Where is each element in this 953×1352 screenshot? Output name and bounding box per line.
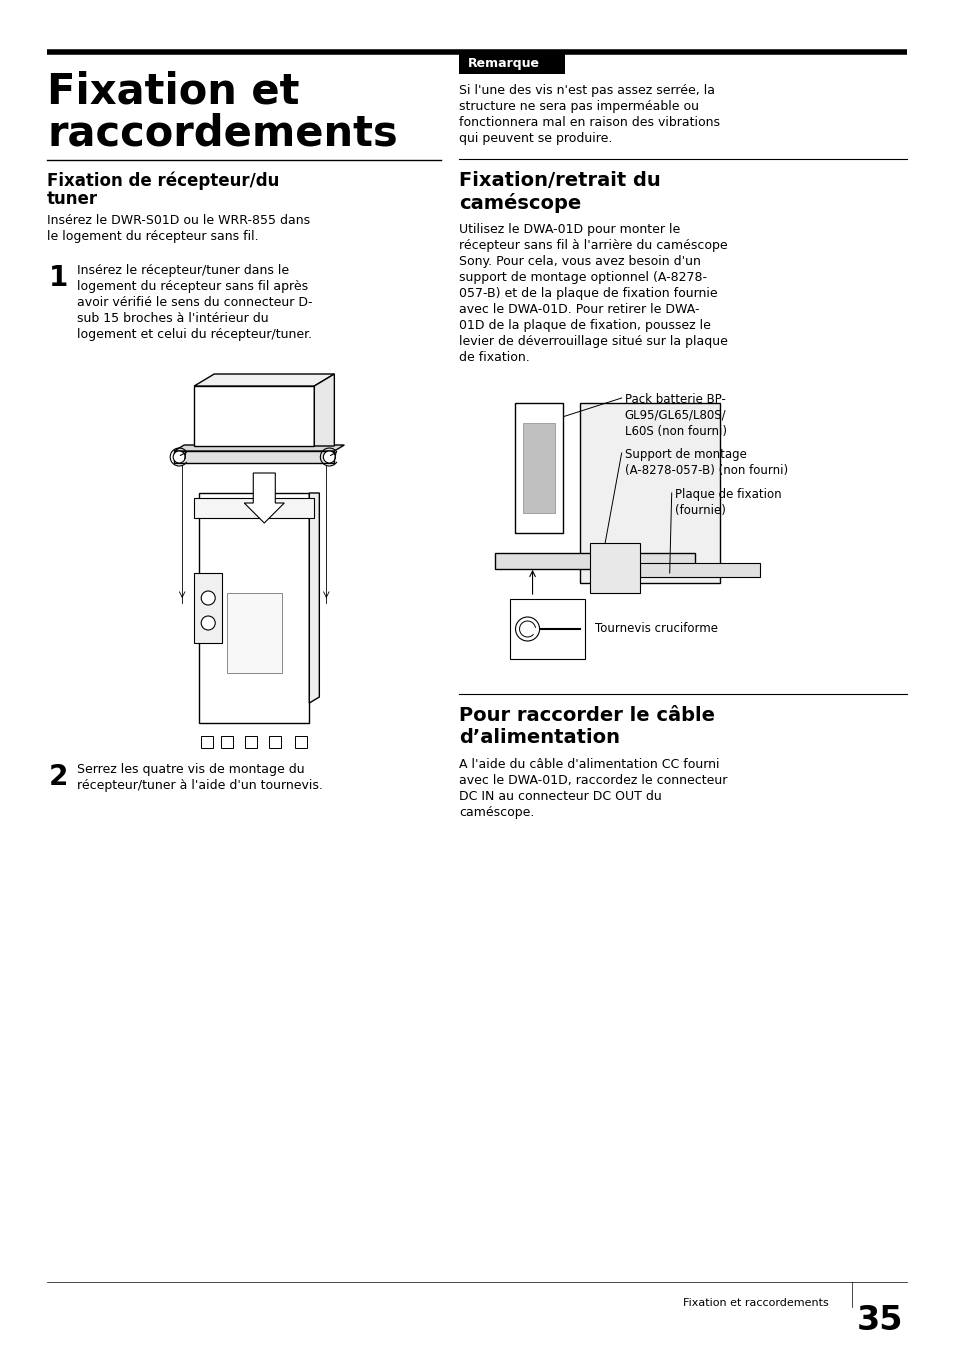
Text: Tournevis cruciforme: Tournevis cruciforme	[594, 622, 717, 635]
Bar	[221, 735, 233, 748]
Text: le logement du récepteur sans fil.: le logement du récepteur sans fil.	[47, 230, 258, 243]
Circle shape	[515, 617, 539, 641]
Text: 057-B) et de la plaque de fixation fournie: 057-B) et de la plaque de fixation fourn…	[459, 287, 718, 300]
Text: logement du récepteur sans fil après: logement du récepteur sans fil après	[77, 280, 308, 293]
Bar	[522, 423, 554, 512]
Bar	[459, 51, 564, 74]
Circle shape	[201, 617, 215, 630]
Text: structure ne sera pas imperméable ou: structure ne sera pas imperméable ou	[459, 100, 699, 114]
Circle shape	[323, 452, 335, 462]
Text: qui peuvent se produire.: qui peuvent se produire.	[459, 132, 612, 145]
Bar	[269, 735, 281, 748]
Text: Remarque: Remarque	[467, 58, 539, 70]
Text: Si l'une des vis n'est pas assez serrée, la: Si l'une des vis n'est pas assez serrée,…	[459, 84, 715, 97]
Bar	[639, 562, 759, 577]
Text: tuner: tuner	[47, 191, 98, 208]
Text: 2: 2	[49, 763, 69, 791]
Bar	[589, 544, 639, 594]
Text: avoir vérifié le sens du connecteur D-: avoir vérifié le sens du connecteur D-	[77, 296, 313, 310]
Bar	[201, 735, 213, 748]
Bar	[494, 553, 694, 569]
Text: 35: 35	[856, 1303, 902, 1337]
Bar	[295, 735, 307, 748]
Text: récepteur/tuner à l'aide d'un tournevis.: récepteur/tuner à l'aide d'un tournevis.	[77, 779, 323, 792]
Text: Support de montage
(A-8278-057-B) (non fourni): Support de montage (A-8278-057-B) (non f…	[624, 448, 787, 477]
Circle shape	[201, 591, 215, 604]
Polygon shape	[244, 473, 284, 523]
Text: d’alimentation: d’alimentation	[459, 727, 619, 748]
Text: 1: 1	[49, 264, 69, 292]
Bar	[194, 387, 314, 446]
Text: Insérez le DWR-S01D ou le WRR-855 dans: Insérez le DWR-S01D ou le WRR-855 dans	[47, 214, 310, 227]
Text: 01D de la plaque de fixation, poussez le: 01D de la plaque de fixation, poussez le	[459, 319, 711, 333]
Text: Fixation et: Fixation et	[47, 70, 299, 112]
Polygon shape	[174, 445, 344, 452]
Text: levier de déverrouillage situé sur la plaque: levier de déverrouillage situé sur la pl…	[459, 335, 727, 347]
Polygon shape	[314, 375, 334, 446]
Text: de fixation.: de fixation.	[459, 352, 530, 364]
Text: Pack batterie BP-
GL95/GL65/L80S/
L60S (non fourni): Pack batterie BP- GL95/GL65/L80S/ L60S (…	[624, 393, 726, 438]
Text: support de montage optionnel (A-8278-: support de montage optionnel (A-8278-	[459, 270, 707, 284]
Bar	[194, 573, 222, 644]
Bar	[245, 735, 257, 748]
Text: Insérez le récepteur/tuner dans le: Insérez le récepteur/tuner dans le	[77, 264, 289, 277]
Polygon shape	[194, 375, 334, 387]
Text: Sony. Pour cela, vous avez besoin d'un: Sony. Pour cela, vous avez besoin d'un	[459, 256, 700, 268]
Bar	[514, 403, 562, 533]
Text: Fixation et raccordements: Fixation et raccordements	[682, 1298, 828, 1307]
Text: Pour raccorder le câble: Pour raccorder le câble	[459, 706, 715, 725]
Text: Utilisez le DWA-01D pour monter le: Utilisez le DWA-01D pour monter le	[459, 223, 680, 237]
Text: avec le DWA-01D, raccordez le connecteur: avec le DWA-01D, raccordez le connecteur	[459, 773, 727, 787]
Circle shape	[173, 452, 185, 462]
Polygon shape	[309, 493, 319, 703]
Bar	[579, 403, 719, 583]
Text: logement et celui du récepteur/tuner.: logement et celui du récepteur/tuner.	[77, 329, 312, 341]
Bar	[199, 493, 309, 723]
Bar	[509, 599, 584, 658]
Text: caméscope.: caméscope.	[459, 806, 535, 819]
Bar	[194, 498, 314, 518]
Text: Serrez les quatre vis de montage du: Serrez les quatre vis de montage du	[77, 763, 304, 776]
Bar	[174, 452, 334, 462]
Text: Fixation/retrait du: Fixation/retrait du	[459, 170, 660, 191]
Text: récepteur sans fil à l'arrière du caméscope: récepteur sans fil à l'arrière du camésc…	[459, 239, 727, 251]
Text: avec le DWA-01D. Pour retirer le DWA-: avec le DWA-01D. Pour retirer le DWA-	[459, 303, 700, 316]
Text: Plaque de fixation
(fournie): Plaque de fixation (fournie)	[674, 488, 781, 516]
Bar	[227, 594, 282, 673]
Text: fonctionnera mal en raison des vibrations: fonctionnera mal en raison des vibration…	[459, 116, 720, 128]
Text: caméscope: caméscope	[459, 193, 581, 214]
Text: A l'aide du câble d'alimentation CC fourni: A l'aide du câble d'alimentation CC four…	[459, 758, 720, 771]
Text: raccordements: raccordements	[47, 112, 397, 154]
Text: DC IN au connecteur DC OUT du: DC IN au connecteur DC OUT du	[459, 790, 661, 803]
Text: sub 15 broches à l'intérieur du: sub 15 broches à l'intérieur du	[77, 312, 269, 324]
Text: Fixation de récepteur/du: Fixation de récepteur/du	[47, 172, 279, 191]
